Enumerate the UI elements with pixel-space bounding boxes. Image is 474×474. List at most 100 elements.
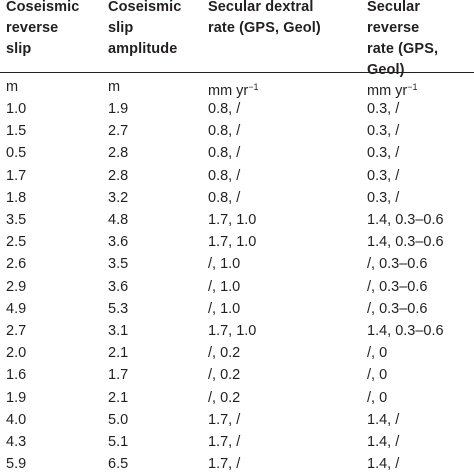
cell-slip-amplitude: 1.9 bbox=[108, 101, 129, 117]
cell-slip-amplitude: 2.7 bbox=[108, 123, 129, 140]
unit-cell: m bbox=[6, 79, 19, 95]
cell-reverse-slip: 1.8 bbox=[6, 189, 27, 206]
cell-reverse-rate: /, 0 bbox=[367, 367, 388, 384]
cell-dextral-rate: 0.8, / bbox=[208, 145, 241, 162]
cell-reverse-slip: 2.5 bbox=[6, 234, 27, 251]
unit-cell: mm yr−1 bbox=[208, 76, 259, 102]
cell-reverse-rate: 0.3, / bbox=[367, 189, 400, 206]
cell-slip-amplitude: 3.1 bbox=[108, 323, 129, 339]
header-rule bbox=[0, 72, 474, 73]
cell-reverse-rate: 0.3, / bbox=[367, 101, 400, 117]
cell-reverse-slip: 5.9 bbox=[6, 456, 27, 473]
cell-dextral-rate: 0.8, / bbox=[208, 189, 241, 206]
table-row: 2.5 3.6 1.7, 1.0 1.4, 0.3–0.6 bbox=[0, 231, 474, 253]
cell-reverse-rate: 0.3, / bbox=[367, 123, 400, 140]
cell-reverse-slip: 0.5 bbox=[6, 145, 27, 162]
cell-reverse-rate: 0.3, / bbox=[367, 145, 400, 162]
unit-text: mm yr bbox=[367, 83, 408, 99]
table-row: 2.6 3.5 /, 1.0 /, 0.3–0.6 bbox=[0, 253, 474, 275]
cell-reverse-slip: 1.5 bbox=[6, 123, 27, 140]
cell-reverse-rate: 1.4, 0.3–0.6 bbox=[367, 234, 444, 251]
table-row: 1.7 2.8 0.8, / 0.3, / bbox=[0, 165, 474, 187]
cell-dextral-rate: 1.7, 1.0 bbox=[208, 234, 257, 251]
table-row: 5.9 6.5 1.7, / 1.4, / bbox=[0, 453, 474, 474]
table-row: 2.0 2.1 /, 0.2 /, 0 bbox=[0, 342, 474, 364]
cell-slip-amplitude: 2.8 bbox=[108, 145, 129, 162]
header-secular-dextral-rate: Secular dextral rate (GPS, Geol) bbox=[208, 0, 321, 36]
cell-reverse-rate: /, 0.3–0.6 bbox=[367, 300, 428, 317]
cell-slip-amplitude: 2.1 bbox=[108, 389, 129, 406]
cell-reverse-slip: 1.6 bbox=[6, 367, 27, 384]
table-row: 1.5 2.7 0.8, / 0.3, / bbox=[0, 120, 474, 142]
cell-dextral-rate: /, 1.0 bbox=[208, 278, 241, 295]
cell-dextral-rate: /, 1.0 bbox=[208, 300, 241, 317]
header-coseismic-slip-amplitude: Coseismic slip amplitude bbox=[108, 0, 182, 57]
table-row: 3.5 4.8 1.7, 1.0 1.4, 0.3–0.6 bbox=[0, 209, 474, 231]
header-coseismic-reverse-slip: Coseismic reverse slip bbox=[6, 0, 80, 57]
table-row: 2.7 3.1 1.7, 1.0 1.4, 0.3–0.6 bbox=[0, 320, 474, 342]
unit-exponent: −1 bbox=[407, 82, 418, 92]
table-row: 4.3 5.1 1.7, / 1.4, / bbox=[0, 431, 474, 453]
unit-cell: m bbox=[108, 79, 121, 95]
cell-slip-amplitude: 5.1 bbox=[108, 434, 129, 450]
cell-dextral-rate: 1.7, / bbox=[208, 456, 241, 473]
cell-slip-amplitude: 6.5 bbox=[108, 456, 129, 473]
table-row: 1.0 1.9 0.8, / 0.3, / bbox=[0, 98, 474, 120]
cell-reverse-rate: /, 0.3–0.6 bbox=[367, 256, 428, 273]
cell-slip-amplitude: 2.8 bbox=[108, 167, 129, 184]
table-row: 1.6 1.7 /, 0.2 /, 0 bbox=[0, 364, 474, 386]
cell-dextral-rate: 1.7, 1.0 bbox=[208, 212, 257, 228]
cell-reverse-slip: 1.0 bbox=[6, 101, 27, 117]
cell-reverse-slip: 3.5 bbox=[6, 212, 27, 228]
cell-slip-amplitude: 2.1 bbox=[108, 345, 129, 362]
cell-reverse-slip: 1.7 bbox=[6, 167, 27, 184]
cell-dextral-rate: 1.7, / bbox=[208, 434, 241, 450]
cell-dextral-rate: 0.8, / bbox=[208, 123, 241, 140]
cell-dextral-rate: 1.7, 1.0 bbox=[208, 323, 257, 339]
table-row: 1.8 3.2 0.8, / 0.3, / bbox=[0, 187, 474, 209]
table-row: 0.5 2.8 0.8, / 0.3, / bbox=[0, 142, 474, 164]
cell-reverse-rate: 1.4, / bbox=[367, 456, 400, 473]
cell-slip-amplitude: 1.7 bbox=[108, 367, 129, 384]
cell-reverse-rate: 1.4, 0.3–0.6 bbox=[367, 212, 444, 228]
cell-reverse-rate: 1.4, / bbox=[367, 434, 400, 450]
cell-slip-amplitude: 3.6 bbox=[108, 278, 129, 295]
cell-reverse-slip: 2.9 bbox=[6, 278, 27, 295]
unit-exponent: −1 bbox=[248, 82, 259, 92]
table-row: 4.0 5.0 1.7, / 1.4, / bbox=[0, 409, 474, 431]
cell-reverse-slip: 2.0 bbox=[6, 345, 27, 362]
cell-reverse-rate: /, 0 bbox=[367, 389, 388, 406]
header-secular-reverse-rate: Secular reverse rate (GPS, Geol) bbox=[367, 0, 439, 78]
cell-dextral-rate: /, 0.2 bbox=[208, 367, 241, 384]
table-row: 4.9 5.3 /, 1.0 /, 0.3–0.6 bbox=[0, 298, 474, 320]
cell-slip-amplitude: 3.6 bbox=[108, 234, 129, 251]
cell-slip-amplitude: 3.2 bbox=[108, 189, 129, 206]
cell-reverse-slip: 4.9 bbox=[6, 300, 27, 317]
cell-reverse-rate: /, 0.3–0.6 bbox=[367, 278, 428, 295]
cell-reverse-slip: 2.6 bbox=[6, 256, 27, 273]
cell-dextral-rate: /, 1.0 bbox=[208, 256, 241, 273]
cell-reverse-slip: 4.3 bbox=[6, 434, 27, 450]
cell-reverse-rate: /, 0 bbox=[367, 345, 388, 362]
cell-dextral-rate: /, 0.2 bbox=[208, 389, 241, 406]
cell-reverse-rate: 0.3, / bbox=[367, 167, 400, 184]
cell-slip-amplitude: 3.5 bbox=[108, 256, 129, 273]
cell-reverse-slip: 4.0 bbox=[6, 411, 27, 428]
cell-slip-amplitude: 5.3 bbox=[108, 300, 129, 317]
unit-text: mm yr bbox=[208, 83, 249, 99]
cell-reverse-rate: 1.4, / bbox=[367, 411, 400, 428]
units-row: m m mm yr−1 mm yr−1 bbox=[0, 76, 474, 99]
cell-reverse-slip: 2.7 bbox=[6, 323, 27, 339]
table-header: Coseismic reverse slip Coseismic slip am… bbox=[0, 0, 474, 78]
cell-dextral-rate: 1.7, / bbox=[208, 411, 241, 428]
cell-reverse-slip: 1.9 bbox=[6, 389, 27, 406]
cell-dextral-rate: 0.8, / bbox=[208, 167, 241, 184]
cell-dextral-rate: 0.8, / bbox=[208, 101, 241, 117]
unit-cell: mm yr−1 bbox=[367, 76, 418, 102]
cell-slip-amplitude: 5.0 bbox=[108, 411, 129, 428]
cell-dextral-rate: /, 0.2 bbox=[208, 345, 241, 362]
cell-reverse-rate: 1.4, 0.3–0.6 bbox=[367, 323, 444, 339]
table-row: 2.9 3.6 /, 1.0 /, 0.3–0.6 bbox=[0, 276, 474, 298]
table-row: 1.9 2.1 /, 0.2 /, 0 bbox=[0, 387, 474, 409]
